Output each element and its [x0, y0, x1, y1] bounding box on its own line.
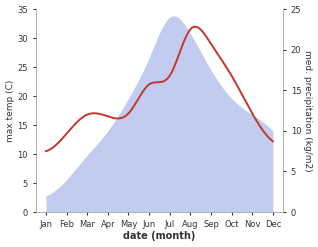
X-axis label: date (month): date (month)	[123, 231, 196, 242]
Y-axis label: max temp (C): max temp (C)	[5, 79, 15, 142]
Y-axis label: med. precipitation (kg/m2): med. precipitation (kg/m2)	[303, 50, 313, 171]
